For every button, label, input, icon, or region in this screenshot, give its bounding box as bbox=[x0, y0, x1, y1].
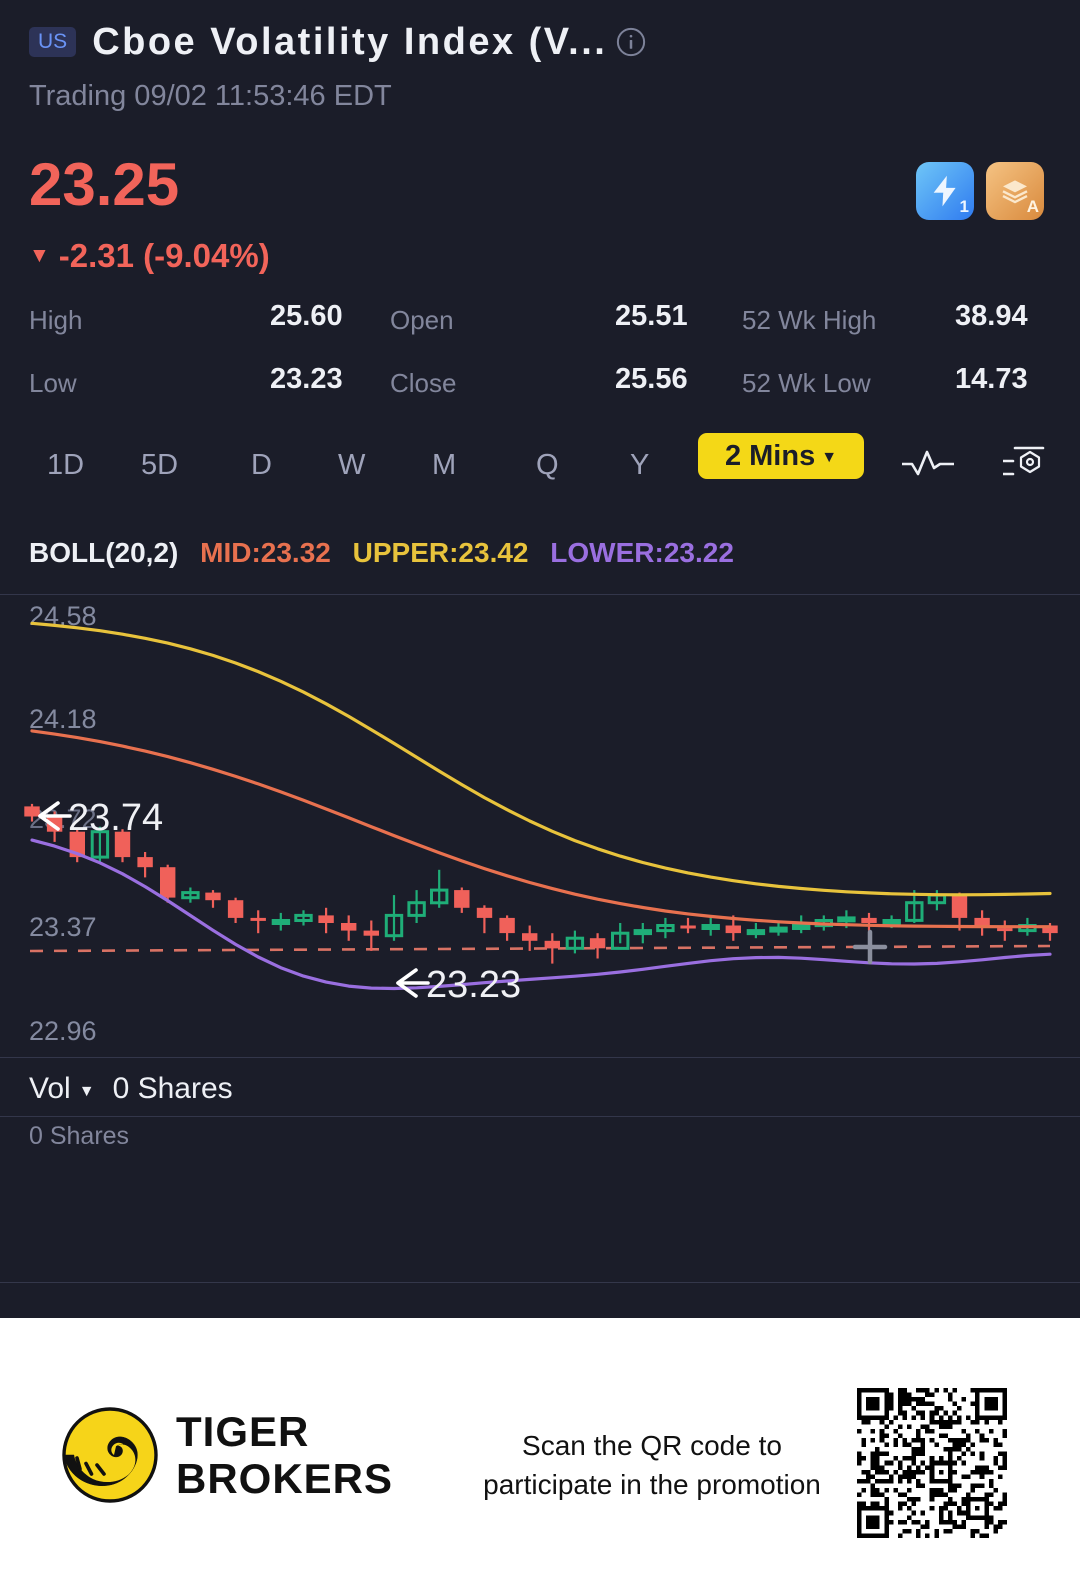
svg-text:24.18: 24.18 bbox=[29, 704, 97, 734]
svg-text:23.23: 23.23 bbox=[426, 964, 521, 1006]
svg-text:23.37: 23.37 bbox=[29, 912, 97, 942]
svg-text:22.96: 22.96 bbox=[29, 1016, 97, 1046]
svg-text:23.74: 23.74 bbox=[68, 797, 163, 839]
